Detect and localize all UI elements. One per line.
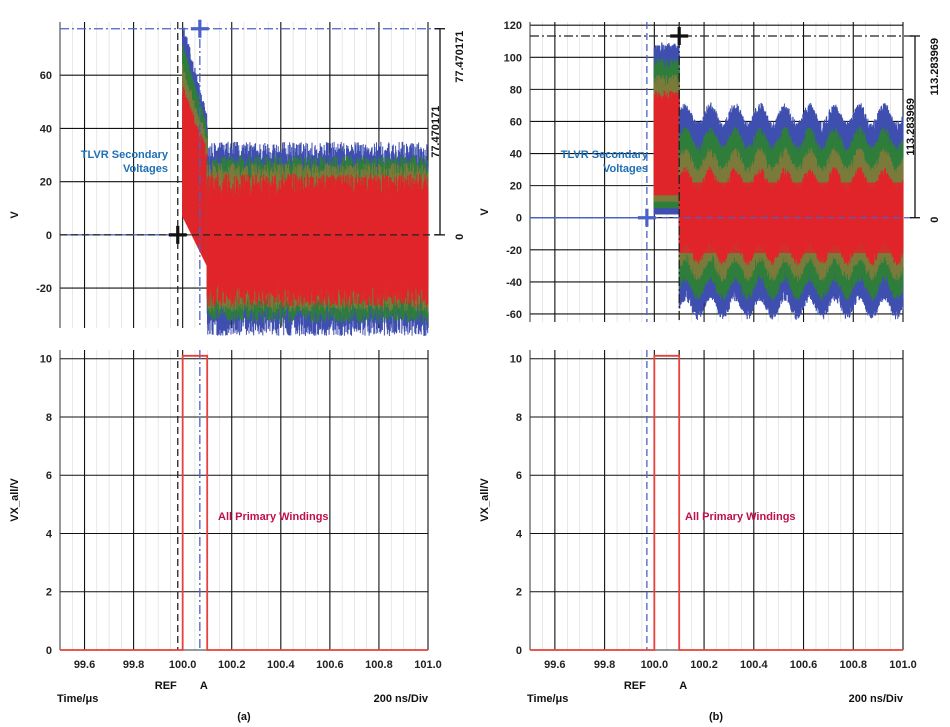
y-tick-label: 60 [510,116,522,128]
y-tick-label: 80 [510,84,522,96]
annotation-line-2: Voltages [603,163,648,175]
x-tick-label: 101.0 [889,659,917,671]
annotation-line-2: Voltages [123,163,168,175]
x-tick-label: 100.2 [690,659,718,671]
y-tick-label: 8 [516,412,522,424]
y-tick-label: 60 [40,70,52,82]
x-tick-label: 101.0 [414,659,442,671]
div-label: 200 ns/Div [849,693,904,705]
y-tick-label: 8 [46,412,52,424]
top-readout: 113.283969 [929,38,941,96]
y-tick-label: 0 [46,645,52,657]
y-tick-label: 4 [516,528,523,540]
panel-b-bottom: 0 2 4 6 8 10 99.6 99.8 100.0 100.2 100.4 100.6 100.8… [479,350,917,705]
figure-label-b: (b) [709,711,723,723]
y-tick-label: 2 [516,587,522,599]
y-axis-label: VX_all/V [9,478,21,522]
y-tick-label: 10 [40,354,52,366]
annotation-primary: All Primary Windings [218,511,329,523]
y-axis-label: V [479,208,491,216]
x-tick-label: 100.8 [365,659,393,671]
y-tick-label: 100 [504,52,522,64]
x-tick-label: 100.6 [316,659,344,671]
panel-b-top: -60 -40 -20 0 20 40 60 80 100 120 113.283969 113.28… [479,20,941,322]
y-axis-label: VX_all/V [479,478,491,522]
y-tick-label: -60 [506,309,522,321]
y-tick-label: 6 [46,470,52,482]
x-tick-label: 100.4 [267,659,295,671]
annotation-line-1: TLVR Secondary [81,149,169,161]
panel-a-top: -20 0 20 40 60 77.470171 77.470171 0 TLVR Second… [9,19,466,336]
x-tick-label: 100.0 [169,659,197,671]
x-tick-label: 99.8 [123,659,144,671]
zero-readout: 0 [454,234,466,240]
delta-readout: 113.283969 [905,98,917,156]
ref-label: REF [155,680,177,692]
x-tick-label: 100.4 [740,659,768,671]
y-tick-label: -40 [506,277,522,289]
y-tick-label: 40 [510,149,522,161]
red-core-band [207,197,428,281]
zero-readout: 0 [929,217,941,223]
panel-a-bottom: 0 2 4 6 8 10 99.6 99.8 100.0 100.2 100.4 100.6 100.8… [9,350,442,705]
y-tick-label: 0 [46,230,52,242]
pulse-trace [530,354,903,651]
burst-red [653,90,680,196]
y-tick-label: 0 [516,213,522,225]
annotation-primary: All Primary Windings [685,511,796,523]
y-tick-label: 2 [46,587,52,599]
y-tick-label: 120 [504,20,522,32]
y-tick-label: -20 [506,245,522,257]
figure-label-a: (a) [237,711,251,723]
y-tick-label: 20 [510,181,522,193]
a-label: A [200,680,208,692]
x-tick-label: 100.0 [641,659,669,671]
x-tick-label: 100.6 [790,659,818,671]
burst-red [182,87,208,266]
x-tick-label: 99.6 [544,659,565,671]
y-tick-label: 4 [46,528,53,540]
div-label: 200 ns/Div [374,693,429,705]
y-tick-label: 20 [40,177,52,189]
x-tick-label: 100.2 [218,659,246,671]
y-axis-label: V [9,211,21,219]
x-tick-label: 99.8 [594,659,615,671]
time-axis-label: Time/μs [527,693,568,705]
x-tick-label: 100.8 [840,659,868,671]
time-axis-label: Time/μs [57,693,98,705]
y-tick-label: 6 [516,470,522,482]
top-readout: 77.470171 [454,31,466,83]
pulse-trace [60,354,428,651]
y-tick-label: 10 [510,354,522,366]
y-tick-label: 40 [40,123,52,135]
ref-label: REF [624,680,646,692]
y-tick-label: -20 [36,283,52,295]
y-tick-label: 0 [516,645,522,657]
x-tick-label: 99.6 [74,659,95,671]
annotation-line-1: TLVR Secondary [561,149,649,161]
a-label: A [679,680,687,692]
delta-readout: 77.470171 [430,106,442,158]
